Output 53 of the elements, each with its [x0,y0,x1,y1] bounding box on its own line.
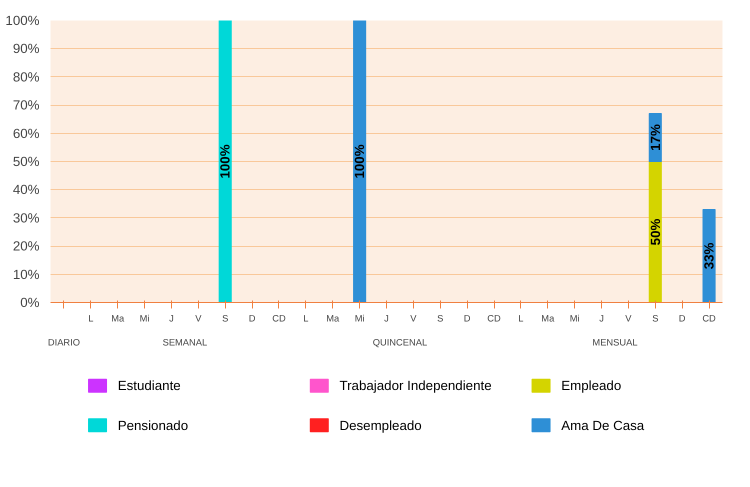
x-tick-label: Mi [140,314,150,324]
x-tick-label: J [384,314,389,324]
y-tick-label: 30% [12,210,40,226]
data-label: 33% [702,242,717,270]
x-tick-label: Ma [326,314,340,324]
x-tick-label: J [599,314,604,324]
x-tick-label: D [248,314,256,324]
x-tick-label: Mi [354,314,365,324]
x-tick-label: Mi [570,314,580,324]
text: SEMANAL [162,338,208,348]
y-tick-label: 50% [12,154,40,169]
y-tick-label: 40% [12,182,40,198]
data-label: 100% [218,144,233,179]
y-tick-label: 100% [5,13,40,28]
x-tick-label: S [222,314,228,324]
x-tick-label: S [652,314,658,324]
y-tick-label: 10% [12,266,40,282]
text: QUINCENAL [372,338,428,348]
x-tick-label: CD [702,314,716,324]
x-tick-label: Ma [111,314,125,324]
y-tick-label: 0% [20,295,40,310]
bar [648,161,662,302]
x-tick-label: L [303,314,308,324]
x-tick-label: D [464,314,471,324]
y-tick-label: 70% [12,98,40,113]
x-tick-label: CD [487,314,502,324]
x-tick-label: J [169,314,174,324]
y-tick-label: 20% [12,238,40,254]
x-tick-label: L [518,314,524,324]
bar [218,20,232,302]
legend-label: Empleado [561,378,622,394]
text: DIARIO [48,338,80,348]
x-tick-label: CD [272,314,286,324]
x-tick-label: V [410,314,418,324]
text: MENSUAL [592,338,638,348]
x-tick-label: D [678,314,686,324]
legend-label: Desempleado [339,418,422,433]
data-label: 50% [648,218,663,246]
x-tick-label: L [88,314,94,324]
y-tick-label: 60% [12,126,40,141]
x-tick-label: V [625,314,632,324]
x-tick-label: S [437,314,444,324]
legend-label: Ama De Casa [561,418,645,433]
x-tick-label: V [195,314,202,324]
data-label: 17% [648,124,663,151]
x-tick-label: Ma [541,314,556,324]
bar [353,20,366,302]
legend-label: Estudiante [118,378,181,394]
y-tick-label: 90% [12,41,40,56]
data-label: 100% [352,144,368,179]
y-tick-label: 80% [12,69,40,84]
legend-label: Trabajador Independiente [339,378,492,394]
legend-label: Pensionado [118,418,188,433]
